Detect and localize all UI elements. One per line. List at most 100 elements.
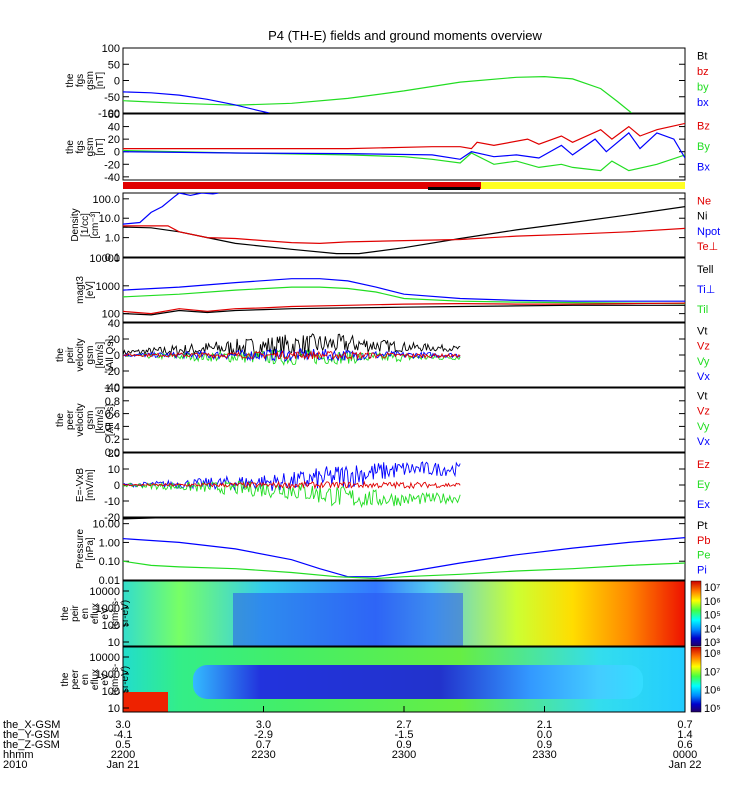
ylabel-line: gsm [85, 346, 96, 365]
colorbar-label: 10⁶ [704, 685, 721, 697]
time-row-label: the_X-GSM [3, 719, 60, 731]
ylabel-group: the peer en eflux eV (cm²-s-sr-eV) [60, 664, 131, 696]
time-row-value: 3.0 [256, 719, 271, 731]
colorbar [690, 646, 702, 713]
spectrogram-peir-en-eflux: 10000 1000 100 10 the peir en eflux eV (cm²-s-sr-… [60, 580, 721, 649]
ytick-label: -40 [104, 382, 120, 394]
panel-temperature: 10000 1000 100 magt3 [eV] Tell Ti⊥ Til [75, 253, 715, 323]
noise-black [123, 333, 461, 358]
legend-label: Vt [697, 390, 707, 402]
ylabel-line: [cm⁻³] [90, 211, 101, 239]
ytick-label: 10000 [89, 586, 120, 598]
noise-blue [123, 348, 461, 363]
colorbar-label: 10⁷ [704, 666, 720, 678]
ylabel-line: [nPa] [85, 537, 96, 561]
ytick-label: 10.0 [99, 213, 120, 225]
ylabel-line: [nT] [95, 138, 106, 155]
ylabel-line: gsm [85, 71, 96, 90]
legend-label: Bx [697, 162, 710, 174]
colorbar-label: 10⁷ [704, 582, 720, 594]
ylabel-line: magt3 [75, 276, 86, 304]
ytick-label: 10.00 [92, 519, 120, 531]
ylabel-line: E=-VxB [75, 468, 86, 503]
legend-label: Vy [697, 421, 710, 433]
legend-label: By [697, 141, 710, 153]
ytick-label: 0 [114, 76, 120, 88]
ylabel-group: the peir en eflux eV (cm²-s-sr-eV) [60, 598, 131, 630]
ytick-label: 40 [108, 318, 120, 330]
time-row-value: 1.4 [677, 729, 692, 741]
panel-data [123, 278, 685, 316]
ylabel-line: [All Qs] [105, 339, 116, 371]
ytick-label: 10000 [89, 652, 120, 664]
ytick-label: 40 [108, 122, 120, 134]
ytick-label: 10 [108, 703, 120, 715]
ytick-label: 100 [102, 686, 120, 698]
ytick-label: 10 [108, 464, 120, 476]
ylabel-line: the [65, 140, 76, 154]
mode-bar-black [428, 187, 480, 190]
mode-bar-yellow [481, 182, 685, 189]
ytick-label: -10 [104, 496, 120, 508]
ylabel-line: eV [100, 607, 111, 620]
series-blue [123, 132, 685, 160]
ylabel-line: peir [65, 346, 76, 363]
ylabel-group: E=-VxB [mV/m] [75, 468, 96, 503]
legend-label: Bz [697, 120, 710, 132]
plot-title: P4 (TH-E) fields and ground moments over… [268, 28, 542, 43]
panel-data [123, 122, 685, 172]
ytick-label: 20 [108, 334, 120, 346]
spectrogram-band [193, 665, 643, 699]
legend-label: Ni [697, 211, 707, 223]
ytick-label: 1.0 [105, 233, 120, 245]
panel-data [123, 333, 461, 367]
ylabel-group: the peir velocity gsm [km/s] [All Qs] [55, 338, 116, 371]
colorbar-label: 10⁴ [704, 623, 721, 635]
ylabel-group: magt3 [eV] [75, 276, 96, 304]
ytick-label: 0.4 [105, 421, 120, 433]
ylabel-line: peer [70, 669, 81, 690]
time-row-value: 2300 [392, 749, 416, 761]
time-row-value: 0.0 [537, 729, 552, 741]
time-row-value: 0000 [673, 749, 697, 761]
time-row-label: the_Y-GSM [3, 729, 59, 741]
ytick-label: 0.6 [105, 409, 120, 421]
panel-frame [122, 192, 686, 258]
ylabel-line: the [65, 73, 76, 87]
time-row-value: 2.7 [396, 719, 411, 731]
panel-peir-velocity: 40 20 0 -20 -40 the peir velocity gsm [km/s] [All … [55, 318, 710, 394]
ytick-label: 20 [108, 134, 120, 146]
colorbar-label: 10⁵ [704, 610, 721, 622]
ytick-label: 100 [102, 43, 120, 55]
ylabel-line: (cm²-s- [110, 664, 121, 696]
ylabel-line: eflux [90, 669, 101, 690]
series-red [123, 122, 685, 150]
time-row-label: 2010 [3, 759, 27, 771]
ylabel-line: (cm²-s- [110, 598, 121, 630]
ylabel-line: peer [65, 409, 76, 430]
ytick-label: 50 [108, 59, 120, 71]
legend-label: Tell [697, 264, 714, 276]
ytick-label: 10 [108, 637, 120, 649]
ylabel-line: velocity [75, 338, 86, 371]
colorbar-label: 10⁸ [704, 648, 721, 660]
noise-red [123, 350, 461, 361]
ytick-label: 60 [108, 109, 120, 121]
legend-label: Pi [697, 564, 707, 576]
ytick-label: 1.00 [99, 537, 120, 549]
panel-fgs-gsm-top: 100 50 0 -50 -100 the fgs gsm [nT] Bt bz by bx [65, 43, 709, 120]
series-blue [123, 91, 270, 113]
ylabel-line: en [80, 674, 91, 685]
ytick-label: 0.8 [105, 396, 120, 408]
time-row-value: Jan 22 [668, 759, 701, 771]
spectrogram-band [233, 593, 463, 646]
series-black [123, 206, 685, 255]
time-row-value: 0.7 [256, 739, 271, 751]
ytick-label: -50 [104, 92, 120, 104]
legend-label: Ne [697, 195, 711, 207]
panel-data [123, 75, 632, 113]
legend-label: by [697, 82, 709, 94]
spectrogram-frame [122, 580, 686, 647]
ytick-label: 0.10 [99, 556, 120, 568]
